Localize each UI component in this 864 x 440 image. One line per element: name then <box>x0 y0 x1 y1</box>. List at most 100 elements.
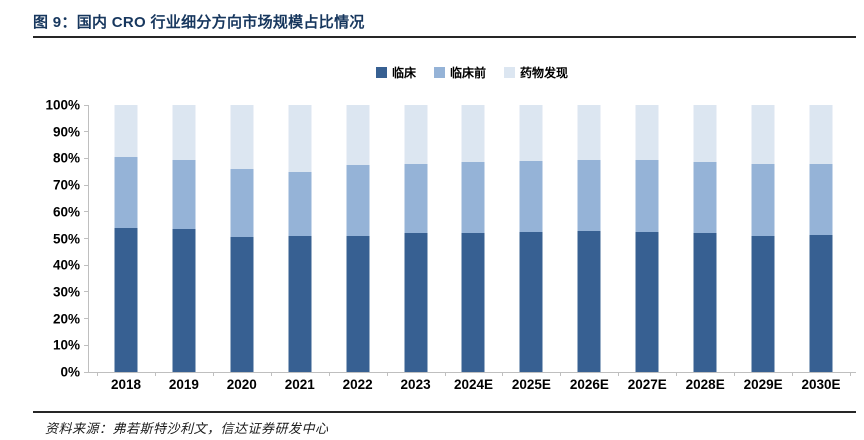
bar-2022 <box>346 105 370 372</box>
bar-segment <box>172 105 196 160</box>
legend-swatch <box>375 67 387 78</box>
y-axis-labels: 100% 90% 80% 70% 60% 50% 40% 30% 20% 10% 0% <box>0 98 80 380</box>
y-axis-tick-label: 40% <box>52 257 80 273</box>
bar-slot <box>445 105 503 372</box>
bar-segment <box>346 235 370 372</box>
y-axis-tick-label: 50% <box>52 231 80 246</box>
x-axis-tick <box>792 372 794 376</box>
bar-segment <box>172 159 196 230</box>
bar-slot <box>618 105 676 372</box>
bar-2023 <box>404 105 428 372</box>
legend-label: 临床 <box>391 66 416 80</box>
x-axis-category-label: 2024E <box>453 377 494 392</box>
x-axis-tick <box>212 372 214 376</box>
bar-segment <box>404 105 428 164</box>
bar-2018 <box>114 105 138 372</box>
y-axis-tick-label: 0% <box>60 364 80 380</box>
x-axis-tick <box>386 372 388 376</box>
y-axis-tick-label: 60% <box>52 204 80 220</box>
bar-2019 <box>172 105 196 372</box>
y-axis-tick <box>84 211 88 213</box>
bar-slot <box>271 105 329 372</box>
bar-segment <box>230 237 254 372</box>
y-axis-tick-label: 90% <box>52 124 80 140</box>
bar-segment <box>461 233 485 372</box>
x-axis-category-label: 2021 <box>284 377 315 392</box>
x-axis-category-label: 2023 <box>400 377 431 392</box>
chart-legend: 临床 临床前 药物发现 <box>88 64 856 81</box>
bar-slot <box>734 105 792 372</box>
bar-segment <box>172 229 196 372</box>
bar-slot <box>329 105 387 372</box>
y-axis-line <box>88 105 89 372</box>
x-axis-tick <box>328 372 330 376</box>
bar-segment <box>288 235 312 372</box>
legend-label: 临床前 <box>449 66 486 80</box>
bar-segment <box>635 159 659 232</box>
bar-segment <box>577 105 601 160</box>
y-axis-tick <box>84 131 88 133</box>
bar-segment <box>519 161 543 232</box>
x-axis-category-label: 2028E <box>685 377 725 392</box>
x-axis-tick <box>850 372 851 376</box>
bar-2021 <box>288 105 312 372</box>
x-axis-tick <box>676 372 678 376</box>
title-divider <box>33 36 856 38</box>
bar-segment <box>809 105 833 164</box>
x-axis-line <box>84 372 856 373</box>
bar-segment <box>404 163 428 234</box>
chart-plot-area <box>84 104 856 376</box>
x-axis-tick <box>618 372 620 376</box>
bar-slot <box>560 105 618 372</box>
legend-label: 药物发现 <box>520 66 569 80</box>
bar-segment <box>461 162 485 234</box>
legend-item: 药物发现 <box>504 64 568 81</box>
bar-segment <box>288 171 312 236</box>
bar-segment <box>577 159 601 231</box>
x-axis-tick <box>502 372 504 376</box>
bar-segment <box>635 231 659 372</box>
bar-segment <box>751 105 775 164</box>
source-divider <box>33 411 856 413</box>
source-note: 资料来源：弗若斯特沙利文，信达证券研发中心 <box>45 421 329 436</box>
legend-swatch <box>433 67 445 78</box>
bars-band <box>97 105 850 372</box>
bar-segment <box>519 105 543 162</box>
bar-2025E <box>519 105 543 372</box>
bar-slot <box>676 105 734 372</box>
y-axis-tick <box>84 157 88 159</box>
bar-slot <box>97 105 155 372</box>
x-axis-tick <box>560 372 562 376</box>
bar-segment <box>577 230 601 372</box>
x-axis-tick <box>154 372 156 376</box>
bar-segment <box>288 105 312 172</box>
bar-segment <box>751 235 775 372</box>
bar-2028E <box>693 105 717 372</box>
x-axis-category-label: 2029E <box>743 377 783 392</box>
x-axis-category-label: 2018 <box>110 377 141 392</box>
bar-segment <box>635 105 659 160</box>
x-axis-category-label: 2022 <box>342 377 373 392</box>
x-axis-category-label: 2020 <box>226 377 257 392</box>
bar-segment <box>230 105 254 170</box>
legend-item: 临床 <box>375 64 416 81</box>
y-axis-tick <box>84 371 88 373</box>
bar-slot <box>155 105 213 372</box>
y-axis-tick <box>84 291 88 293</box>
x-axis-category-label: 2026E <box>569 377 609 392</box>
x-axis-tick <box>444 372 446 376</box>
y-axis-tick-label: 70% <box>52 177 80 193</box>
bar-segment <box>230 169 254 238</box>
bar-2030E <box>809 105 833 372</box>
bar-segment <box>693 105 717 163</box>
bar-slot <box>387 105 445 372</box>
bar-2024E <box>461 105 485 372</box>
y-axis-tick <box>84 184 88 186</box>
bar-slot <box>792 105 850 372</box>
y-axis-tick-label: 20% <box>52 311 80 327</box>
bar-segment <box>519 231 543 372</box>
legend-item: 临床前 <box>433 64 486 81</box>
y-axis-tick <box>84 104 88 106</box>
bar-segment <box>346 105 370 166</box>
